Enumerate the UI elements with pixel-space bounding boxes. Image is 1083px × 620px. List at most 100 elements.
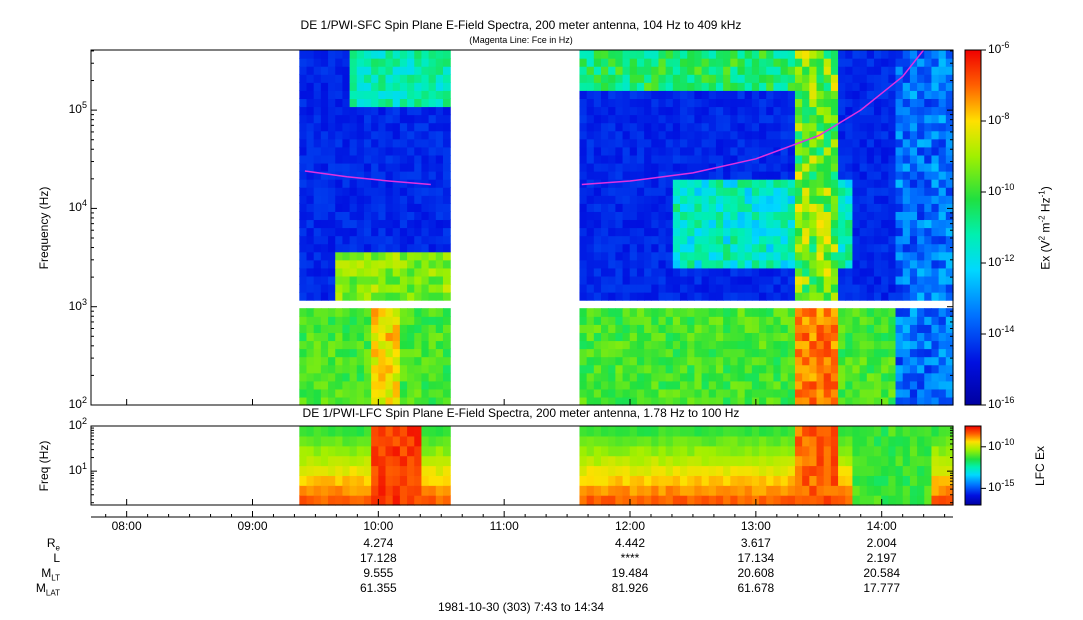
sfc-cell (823, 235, 832, 245)
sfc-cell (924, 364, 933, 374)
lfc-cell (680, 495, 688, 506)
lfc-cell (306, 455, 315, 467)
sfc-cell (363, 74, 372, 83)
sfc-cell (299, 211, 308, 221)
lfc-cell (328, 495, 336, 506)
ephemeris-value: 4.442 (614, 536, 646, 550)
sfc-cell (651, 251, 660, 261)
lfc-cell (636, 475, 645, 486)
lfc-cell (895, 445, 904, 457)
sfc-cell (392, 235, 401, 245)
sfc-cell (421, 106, 430, 116)
sfc-cell (917, 356, 925, 366)
sfc-cell (601, 114, 609, 124)
lfc-cell (435, 475, 444, 486)
sfc-cell (579, 235, 588, 245)
sfc-cell (665, 283, 674, 293)
sfc-cell (924, 372, 933, 382)
sfc-cell (335, 396, 344, 406)
sfc-cell (917, 106, 925, 116)
sfc-cell (672, 74, 681, 83)
lfc-cell (838, 435, 846, 447)
sfc-cell (371, 243, 379, 253)
sfc-cell (636, 154, 645, 164)
sfc-cell (909, 50, 918, 59)
sfc-cell (349, 243, 358, 253)
sfc-cell (644, 114, 652, 124)
sfc-cell (809, 275, 818, 285)
sfc-cell (579, 179, 588, 188)
sfc-cell (723, 292, 731, 301)
sfc-cell (873, 74, 882, 83)
sfc-cell (586, 235, 595, 245)
sfc-cell (866, 66, 875, 75)
sfc-cell (730, 195, 739, 204)
sfc-cell (435, 90, 444, 100)
sfc-cell (658, 179, 667, 188)
sfc-cell (414, 219, 423, 229)
sfc-cell (442, 203, 451, 212)
sfc-cell (744, 90, 753, 100)
sfc-cell (328, 243, 336, 253)
sfc-cell (751, 171, 760, 180)
sfc-cell (392, 187, 401, 196)
sfc-cell (299, 380, 308, 390)
sfc-cell (672, 50, 681, 59)
lfc-cell (342, 435, 351, 447)
sfc-cell (342, 292, 351, 301)
lfc-cell (802, 495, 810, 506)
sfc-cell (902, 372, 911, 382)
sfc-cell (658, 348, 667, 358)
sfc-cell (378, 154, 387, 164)
sfc-cell (909, 138, 918, 148)
sfc-cell (356, 58, 365, 67)
sfc-cell (902, 50, 911, 59)
sfc-cell (708, 396, 717, 406)
sfc-cell (356, 203, 365, 212)
lfc-cell (873, 455, 882, 467)
sfc-cell (680, 114, 688, 124)
sfc-cell (694, 235, 703, 245)
sfc-cell (787, 138, 796, 148)
sfc-cell (593, 243, 602, 253)
lfc-cell (881, 435, 889, 447)
lfc-cell (687, 475, 695, 486)
sfc-cell (442, 251, 451, 261)
sfc-cell (787, 122, 796, 132)
lfc-y-label: Freq (Hz) (37, 440, 51, 492)
sfc-cell (838, 372, 846, 382)
sfc-cell (902, 308, 911, 317)
sfc-cell (629, 82, 638, 91)
sfc-cell (651, 348, 660, 358)
sfc-cell (730, 267, 739, 277)
sfc-cell (349, 74, 358, 83)
sfc-cell (938, 106, 947, 116)
sfc-cell (378, 146, 387, 156)
sfc-cell (866, 50, 875, 59)
lfc-cell (859, 475, 868, 486)
sfc-cell (766, 74, 775, 83)
lfc-cell (945, 455, 954, 467)
sfc-cell (399, 356, 408, 366)
sfc-cell (622, 66, 631, 75)
sfc-cell (593, 162, 602, 172)
sfc-cell (845, 58, 854, 67)
sfc-cell (672, 340, 681, 350)
sfc-cell (723, 308, 731, 317)
sfc-cell (845, 211, 854, 221)
sfc-cell (421, 187, 430, 196)
sfc-cell (328, 267, 336, 277)
sfc-cell (658, 372, 667, 382)
sfc-cell (651, 388, 660, 398)
sfc-cell (873, 219, 882, 229)
sfc-cell (708, 114, 717, 124)
sfc-cell (414, 146, 423, 156)
sfc-cell (751, 219, 760, 229)
sfc-cell (866, 203, 875, 212)
sfc-cell (945, 154, 954, 164)
sfc-cell (794, 380, 803, 390)
sfc-cell (407, 114, 415, 124)
sfc-cell (924, 396, 933, 406)
sfc-cell (773, 82, 782, 91)
sfc-cell (442, 82, 451, 91)
